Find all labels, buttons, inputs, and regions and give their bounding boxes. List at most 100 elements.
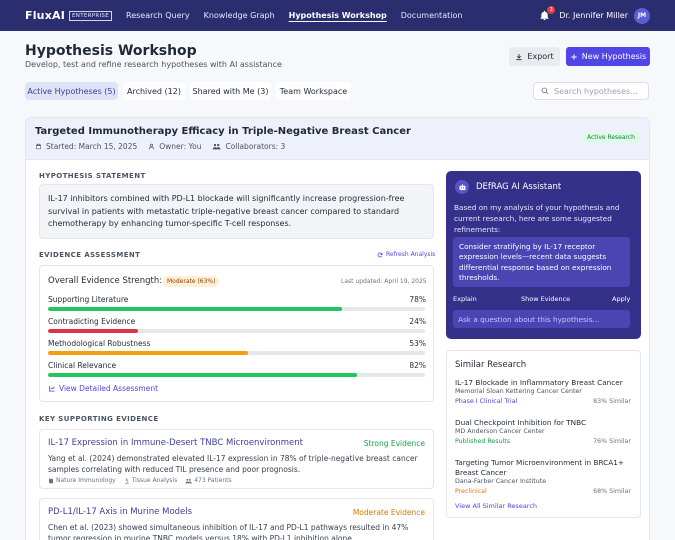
similar-item-status: Published Results <box>455 438 511 445</box>
hypothesis-title[interactable]: Targeted Immunotherapy Efficacy in Tripl… <box>35 126 411 137</box>
search-input[interactable] <box>554 86 644 96</box>
evidence-description: Chen et al. (2023) showed simultaneous i… <box>48 523 409 540</box>
metric-value-methodological: 53% <box>409 339 426 348</box>
started-date: Started: March 15, 2025 <box>46 142 138 151</box>
metric-fill <box>48 351 248 355</box>
view-detailed-assessment-link[interactable]: View Detailed Assessment <box>48 384 158 393</box>
metric-fill <box>48 307 343 311</box>
evidence-patients: 473 Patients <box>194 477 232 484</box>
metric-bar-clinical <box>48 373 425 377</box>
users-icon <box>185 478 192 483</box>
avatar[interactable]: JM <box>634 7 650 24</box>
robot-icon <box>455 180 469 194</box>
show-evidence-button[interactable]: Show Evidence <box>521 295 571 303</box>
similar-item-title[interactable]: Targeting Tumor Microenvironment in BRCA… <box>455 458 624 477</box>
ai-suggestion[interactable]: Consider stratifying by IL-17 receptor e… <box>453 237 630 287</box>
overall-strength-label: Overall Evidence Strength: <box>48 276 163 286</box>
tab-archived[interactable]: Archived (12) <box>123 82 185 100</box>
new-hypothesis-button[interactable]: New Hypothesis <box>566 47 650 66</box>
tab-team-workspace[interactable]: Team Workspace <box>276 82 351 100</box>
brand-logo[interactable]: FluxAI <box>25 9 66 22</box>
evidence-description: Yang et al. (2024) demonstrated elevated… <box>48 454 418 474</box>
search-box <box>533 82 649 100</box>
notification-count: 3 <box>547 5 556 14</box>
calendar-icon <box>36 143 41 150</box>
similar-item-status: Preclinical <box>455 488 487 495</box>
collaborators[interactable]: Collaborators: 3 <box>225 142 286 151</box>
evidence-box: Overall Evidence Strength: Moderate (63%… <box>39 265 434 402</box>
metric-label-clinical: Clinical Relevance <box>48 361 117 370</box>
user-icon <box>149 143 155 150</box>
download-icon <box>516 53 523 60</box>
supporting-evidence-card[interactable]: IL-17 Expression in Immune-Desert TNBC M… <box>39 429 434 489</box>
nav-research-query[interactable]: Research Query <box>126 11 190 20</box>
evidence-assessment-label: EVIDENCE ASSESSMENT <box>39 251 141 259</box>
similar-item-score: 68% Similar <box>593 488 631 495</box>
metric-bar-supporting <box>48 307 425 311</box>
apply-button[interactable]: Apply <box>612 295 631 303</box>
refresh-label: Refresh Analysis <box>386 251 436 258</box>
nav-documentation[interactable]: Documentation <box>400 11 463 20</box>
similar-item-score: 76% Similar <box>593 438 631 445</box>
user-name[interactable]: Dr. Jennifer Miller <box>559 11 628 20</box>
metric-fill <box>48 373 358 377</box>
tab-shared-with-me[interactable]: Shared with Me (3) <box>190 82 271 100</box>
export-label: Export <box>527 52 554 61</box>
metric-bar-methodological <box>48 351 425 355</box>
similar-item-title[interactable]: IL-17 Blockade in Inflammatory Breast Ca… <box>455 378 623 387</box>
view-detailed-label: View Detailed Assessment <box>59 384 159 393</box>
export-button[interactable]: Export <box>509 47 560 66</box>
supporting-evidence-card[interactable]: PD-L1/IL-17 Axis in Murine Models Modera… <box>39 498 434 540</box>
metric-fill <box>48 329 139 333</box>
tab-active-hypotheses[interactable]: Active Hypotheses (5) <box>25 82 118 100</box>
evidence-title[interactable]: PD-L1/IL-17 Axis in Murine Models <box>48 507 193 517</box>
metric-label-contradicting: Contradicting Evidence <box>48 317 136 326</box>
similar-research-panel: Similar Research IL-17 Blockade in Infla… <box>446 350 641 518</box>
hypothesis-card: Targeted Immunotherapy Efficacy in Tripl… <box>25 117 650 540</box>
view-all-similar-link[interactable]: View All Similar Research <box>455 502 538 510</box>
metric-label-supporting: Supporting Literature <box>48 295 129 304</box>
owner: Owner: You <box>159 142 202 151</box>
similar-research-title: Similar Research <box>455 360 527 370</box>
similar-item-institution: Memorial Sloan Kettering Cancer Center <box>455 388 582 395</box>
evidence-strength-tag: Strong Evidence <box>363 439 425 448</box>
refresh-icon <box>377 252 383 257</box>
evidence-journal: Nature Immunology <box>56 477 116 484</box>
bell-icon <box>540 10 549 20</box>
page-subtitle: Develop, test and refine research hypoth… <box>25 60 282 69</box>
last-updated: Last updated: April 19, 2025 <box>341 278 427 285</box>
similar-item-status: Phase I Clinical Trial <box>455 398 518 405</box>
status-badge: Active Research <box>582 132 640 143</box>
ai-assistant-panel: DEfRAG AI Assistant Based on my analysis… <box>446 171 641 339</box>
ai-intro-text: Based on my analysis of your hypothesis … <box>454 203 620 234</box>
metric-value-contradicting: 24% <box>409 317 426 326</box>
edition-badge: ENTERPRISE <box>69 10 113 21</box>
notifications-button[interactable]: 3 <box>539 5 556 22</box>
chart-icon <box>49 385 55 392</box>
similar-item-score: 83% Similar <box>593 398 631 405</box>
metric-value-clinical: 82% <box>409 361 426 370</box>
book-icon <box>49 478 53 483</box>
metric-value-supporting: 78% <box>409 295 426 304</box>
ai-question-box <box>453 310 630 328</box>
similar-item-title[interactable]: Dual Checkpoint Inhibition for TNBC <box>455 418 587 427</box>
key-supporting-label: KEY SUPPORTING EVIDENCE <box>39 415 159 423</box>
ai-question-input[interactable] <box>458 314 628 324</box>
evidence-type: Tissue Analysis <box>131 477 178 484</box>
similar-item-institution: Dana-Farber Cancer Institute <box>455 478 547 485</box>
evidence-meta: Nature Immunology Tissue Analysis 473 Pa… <box>48 477 240 484</box>
hypothesis-meta: Started: March 15, 2025 Owner: You Colla… <box>35 142 296 151</box>
evidence-title[interactable]: IL-17 Expression in Immune-Desert TNBC M… <box>48 438 303 448</box>
nav-knowledge-graph[interactable]: Knowledge Graph <box>203 11 275 20</box>
overall-strength-badge: Moderate (63%) <box>163 276 220 287</box>
nav-hypothesis-workshop[interactable]: Hypothesis Workshop <box>288 11 387 20</box>
plus-icon <box>571 53 577 60</box>
explain-button[interactable]: Explain <box>453 295 477 303</box>
hypothesis-statement-label: HYPOTHESIS STATEMENT <box>39 172 146 180</box>
refresh-analysis-link[interactable]: Refresh Analysis <box>377 251 435 258</box>
hypothesis-statement[interactable]: IL-17 inhibitors combined with PD-L1 blo… <box>39 184 434 239</box>
page-title: Hypothesis Workshop <box>25 43 197 59</box>
users-icon <box>213 143 222 150</box>
evidence-strength-tag: Moderate Evidence <box>352 508 425 517</box>
top-nav: FluxAI ENTERPRISE Research Query Knowled… <box>0 0 675 31</box>
